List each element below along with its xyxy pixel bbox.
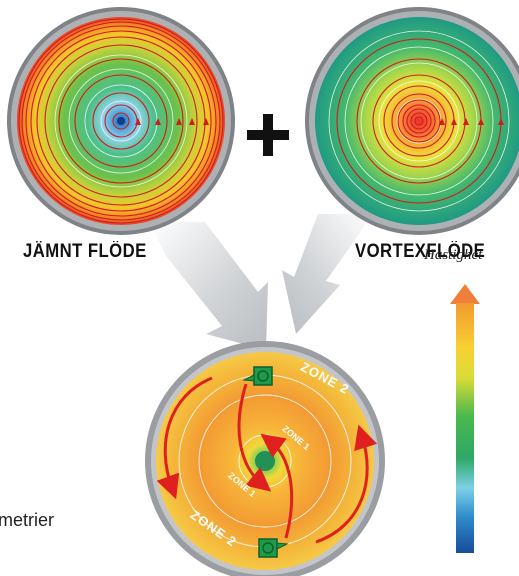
combined-flow-disk: ZONE 2 ZONE 1 ZONE 1 ZONE 2 — [145, 341, 385, 576]
uniform-flow-label: JÄMNT FLÖDE — [23, 241, 147, 262]
vortex-flow-label: VORTEXFLÖDE — [355, 241, 486, 262]
merge-arrows — [150, 214, 373, 350]
right-merge-arrow — [282, 214, 373, 334]
speed-label: Hastighet — [424, 247, 483, 263]
fan-icon-top — [242, 366, 273, 386]
plus-icon — [247, 114, 289, 156]
vortex-flow-disk — [305, 7, 519, 235]
speed-scale — [450, 284, 480, 553]
fan-icon-bottom — [258, 538, 289, 558]
left-merge-arrow — [150, 222, 268, 350]
uniform-flow-disk — [7, 7, 235, 235]
partial-text: metrier — [0, 510, 55, 530]
flow-arrows — [156, 376, 378, 544]
